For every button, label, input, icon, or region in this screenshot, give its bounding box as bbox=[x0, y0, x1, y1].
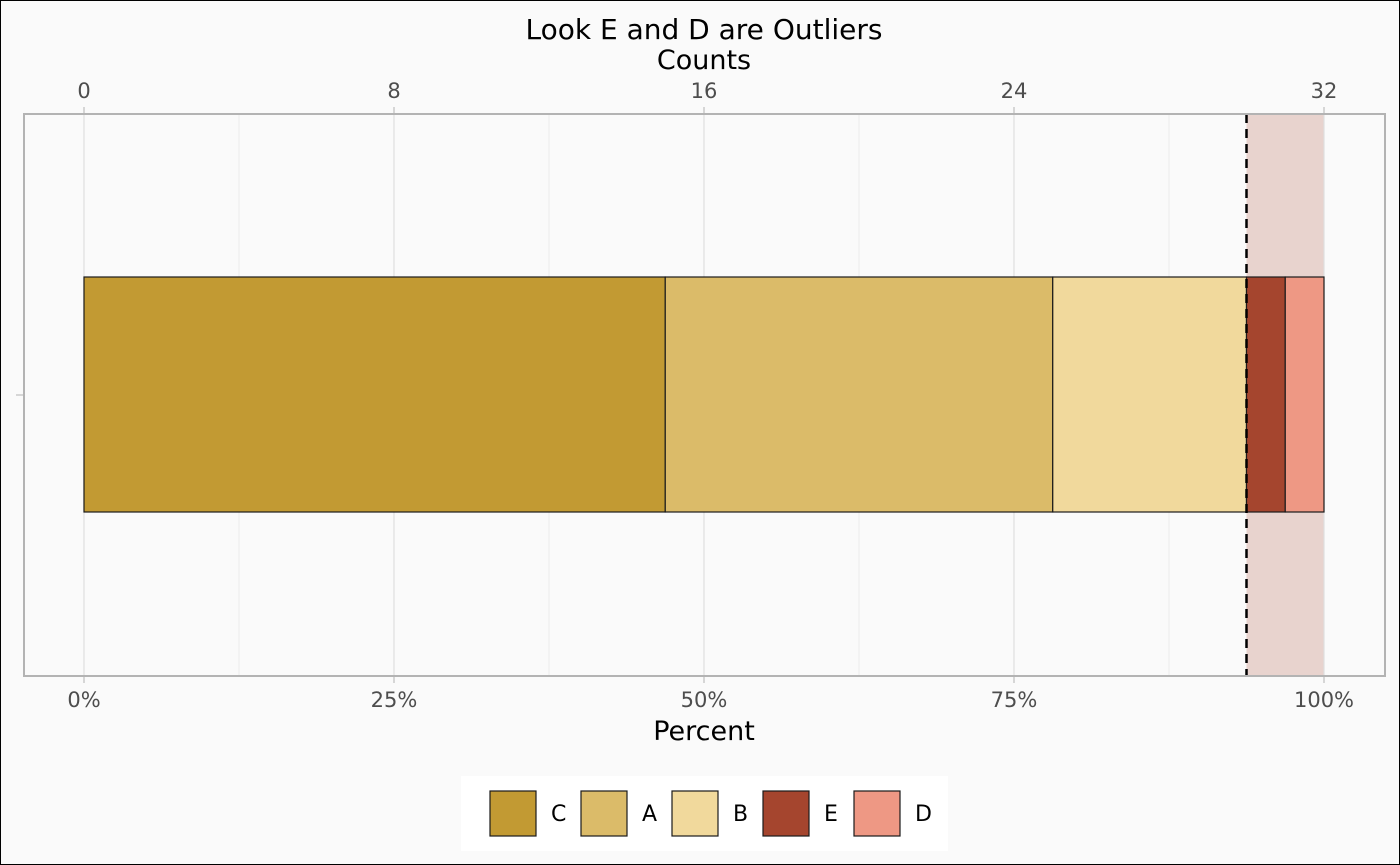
top-tick-label: 16 bbox=[691, 79, 718, 103]
legend-key-C bbox=[489, 790, 537, 837]
bottom-tick-label: 0% bbox=[67, 688, 100, 712]
legend-key-B bbox=[671, 790, 719, 837]
chart-title: Look E and D are Outliers bbox=[526, 13, 883, 46]
legend-label-A: A bbox=[642, 802, 657, 827]
bar-segment-B bbox=[1052, 276, 1248, 513]
legend-label-C: C bbox=[551, 802, 566, 827]
legend-label-B: B bbox=[733, 802, 748, 827]
bar-segment-C bbox=[83, 276, 666, 513]
bar-segment-E bbox=[1245, 276, 1286, 513]
top-tick-label: 0 bbox=[77, 79, 90, 103]
bar-segment-D bbox=[1284, 276, 1325, 513]
top-tick-label: 24 bbox=[1001, 79, 1028, 103]
bar-segment-A bbox=[664, 276, 1054, 513]
top-axis-ticks: 0 8 16 24 32 bbox=[77, 79, 1337, 113]
bottom-tick-label: 75% bbox=[991, 688, 1038, 712]
bottom-tick-label: 50% bbox=[681, 688, 728, 712]
bottom-tick-label: 100% bbox=[1294, 688, 1354, 712]
legend-key-E bbox=[762, 790, 810, 837]
legend-label-E: E bbox=[824, 802, 838, 827]
top-tick-label: 8 bbox=[387, 79, 400, 103]
bottom-axis-ticks: 0% 25% 50% 75% 100% bbox=[67, 677, 1354, 712]
plot-panel-border bbox=[23, 113, 1386, 677]
bottom-tick-label: 25% bbox=[371, 688, 418, 712]
legend-label-D: D bbox=[915, 802, 932, 827]
top-tick-label: 32 bbox=[1311, 79, 1338, 103]
legend-key-D bbox=[853, 790, 901, 837]
legend-key-A bbox=[580, 790, 628, 837]
top-axis-title: Counts bbox=[657, 45, 751, 76]
x-axis-title: Percent bbox=[653, 716, 755, 747]
stacked-bar bbox=[83, 276, 1325, 513]
